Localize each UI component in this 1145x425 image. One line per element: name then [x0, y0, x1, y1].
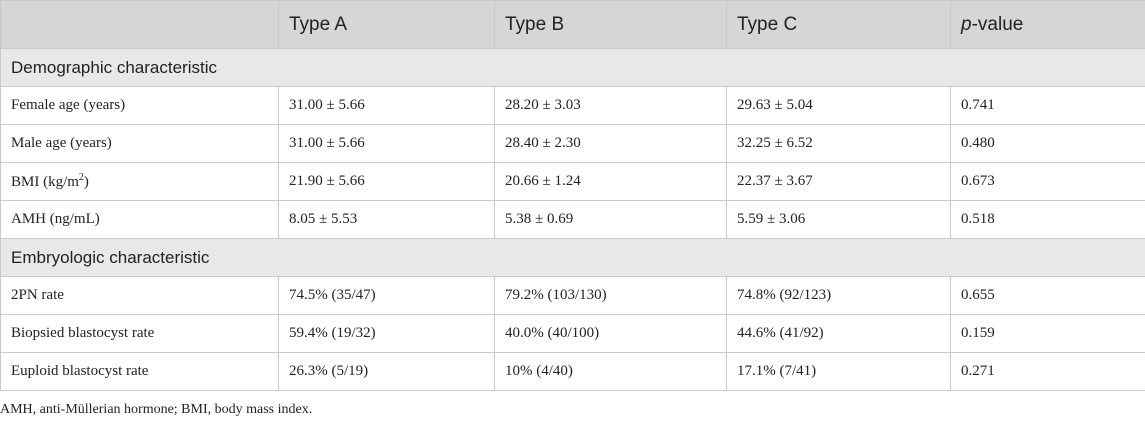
section-title: Embryologic characteristic — [0, 238, 1145, 277]
cell-p-value: 0.741 — [950, 86, 1145, 125]
cell-type-a: 26.3% (5/19) — [278, 352, 495, 391]
characteristics-table: Type A Type B Type C p-value Demographic… — [0, 0, 1145, 391]
cell-p-value: 0.655 — [950, 276, 1145, 315]
header-p-value: p-value — [950, 0, 1145, 49]
cell-type-a: 31.00 ± 5.66 — [278, 86, 495, 125]
row-label-main: BMI (kg/m — [11, 174, 79, 190]
row-label: Biopsied blastocyst rate — [0, 314, 279, 353]
cell-p-value: 0.159 — [950, 314, 1145, 353]
header-type-a: Type A — [278, 0, 495, 49]
cell-type-c: 74.8% (92/123) — [726, 276, 951, 315]
cell-type-b: 20.66 ± 1.24 — [494, 162, 727, 201]
cell-type-c: 32.25 ± 6.52 — [726, 124, 951, 163]
cell-type-c: 29.63 ± 5.04 — [726, 86, 951, 125]
table-row: Female age (years) 31.00 ± 5.66 28.20 ± … — [0, 86, 1145, 125]
cell-type-b: 28.20 ± 3.03 — [494, 86, 727, 125]
header-row: Type A Type B Type C p-value — [0, 0, 1145, 49]
cell-type-c: 17.1% (7/41) — [726, 352, 951, 391]
cell-type-b: 28.40 ± 2.30 — [494, 124, 727, 163]
header-p-rest: -value — [971, 13, 1024, 35]
cell-type-a: 8.05 ± 5.53 — [278, 200, 495, 239]
cell-p-value: 0.518 — [950, 200, 1145, 239]
table-row: Euploid blastocyst rate 26.3% (5/19) 10%… — [0, 352, 1145, 391]
row-label: BMI (kg/m2) — [0, 162, 279, 201]
row-label-tail: ) — [83, 174, 89, 190]
row-label: Male age (years) — [0, 124, 279, 163]
section-row-demographic: Demographic characteristic — [0, 48, 1145, 87]
row-label: Euploid blastocyst rate — [0, 352, 279, 391]
cell-type-a: 59.4% (19/32) — [278, 314, 495, 353]
header-type-c: Type C — [726, 0, 951, 49]
cell-type-a: 74.5% (35/47) — [278, 276, 495, 315]
table-row: BMI (kg/m2) 21.90 ± 5.66 20.66 ± 1.24 22… — [0, 162, 1145, 201]
table-row: Male age (years) 31.00 ± 5.66 28.40 ± 2.… — [0, 124, 1145, 163]
cell-type-a: 31.00 ± 5.66 — [278, 124, 495, 163]
cell-p-value: 0.673 — [950, 162, 1145, 201]
cell-type-b: 5.38 ± 0.69 — [494, 200, 727, 239]
cell-type-b: 79.2% (103/130) — [494, 276, 727, 315]
cell-type-b: 40.0% (40/100) — [494, 314, 727, 353]
cell-type-c: 44.6% (41/92) — [726, 314, 951, 353]
cell-p-value: 0.480 — [950, 124, 1145, 163]
table-footnote: AMH, anti-Müllerian hormone; BMI, body m… — [0, 402, 313, 417]
cell-type-c: 5.59 ± 3.06 — [726, 200, 951, 239]
section-row-embryologic: Embryologic characteristic — [0, 238, 1145, 277]
cell-type-b: 10% (4/40) — [494, 352, 727, 391]
header-cell-empty — [0, 0, 279, 49]
section-title: Demographic characteristic — [0, 48, 1145, 87]
table-row: Biopsied blastocyst rate 59.4% (19/32) 4… — [0, 314, 1145, 353]
row-label-superscript: 2 — [78, 172, 84, 183]
header-p-italic: p — [961, 13, 972, 35]
row-label: 2PN rate — [0, 276, 279, 315]
cell-p-value: 0.271 — [950, 352, 1145, 391]
row-label: AMH (ng/mL) — [0, 200, 279, 239]
cell-type-a: 21.90 ± 5.66 — [278, 162, 495, 201]
table-row: AMH (ng/mL) 8.05 ± 5.53 5.38 ± 0.69 5.59… — [0, 200, 1145, 239]
cell-type-c: 22.37 ± 3.67 — [726, 162, 951, 201]
row-label: Female age (years) — [0, 86, 279, 125]
header-type-b: Type B — [494, 0, 727, 49]
table-row: 2PN rate 74.5% (35/47) 79.2% (103/130) 7… — [0, 276, 1145, 315]
